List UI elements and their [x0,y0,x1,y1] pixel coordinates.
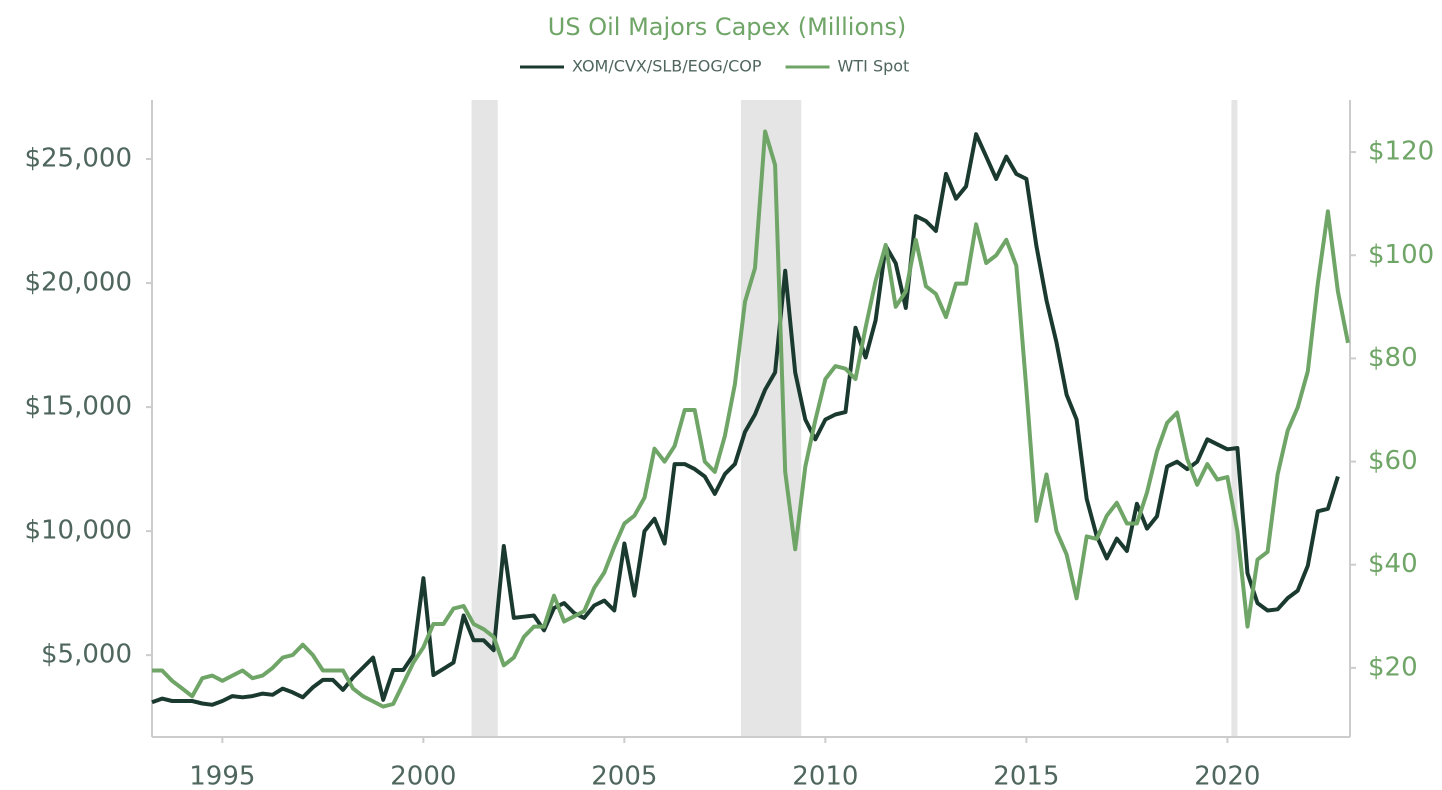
x-tick-label: 1995 [189,762,255,790]
y2-tick-label: $80 [1368,343,1418,373]
y2-tick-label: $120 [1368,137,1434,167]
y-tick-label: $25,000 [24,144,132,174]
chart-title: US Oil Majors Capex (Millions) [548,13,906,41]
y-tick-label: $15,000 [24,392,132,422]
y-tick-label: $10,000 [24,516,132,546]
recession-band [740,100,802,737]
legend-label: WTI Spot [838,57,910,76]
legend-label: XOM/CVX/SLB/EOG/COP [572,57,762,76]
y-tick-label: $20,000 [24,268,132,298]
x-tick-label: 2010 [792,762,858,790]
y-tick-label: $5,000 [41,640,132,670]
y2-tick-label: $100 [1368,240,1434,270]
y2-tick-label: $20 [1368,652,1418,682]
x-tick-label: 2005 [591,762,657,790]
x-tick-label: 2020 [1194,762,1260,790]
y2-tick-label: $60 [1368,446,1418,476]
y2-tick-label: $40 [1368,549,1418,579]
series-line [152,129,1350,709]
recession-band [1231,100,1238,737]
x-tick-label: 2000 [390,762,456,790]
x-tick-label: 2015 [993,762,1059,790]
